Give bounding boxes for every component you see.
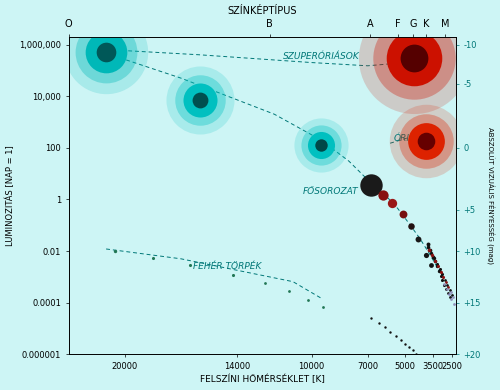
Point [410,55,418,61]
Point [380,324,388,330]
Point [422,138,430,144]
Point [317,142,325,148]
Point [102,49,110,55]
Point [375,320,383,326]
Point [427,261,435,268]
Point [433,263,441,269]
Point [443,282,451,288]
Point [426,247,434,253]
Text: ÓRIÁSOK: ÓRIÁSOK [394,135,435,144]
Point [428,252,436,259]
Point [317,142,325,148]
Point [422,138,430,144]
Point [412,351,420,357]
Point [196,97,203,103]
Point [426,247,434,253]
Point [424,241,432,248]
Point [422,138,430,144]
Point [429,254,437,260]
Point [440,282,448,288]
Point [427,365,435,371]
Point [405,344,413,350]
Point [424,244,432,250]
Point [436,268,444,275]
Point [436,273,444,279]
Point [442,278,450,285]
Point [427,250,435,256]
Point [149,255,157,261]
Point [436,266,444,272]
Text: FEHÉR TÖRPÉK: FEHÉR TÖRPÉK [194,262,262,271]
Point [422,138,430,144]
Text: FŐSOROZAT: FŐSOROZAT [302,187,358,196]
Point [261,280,269,286]
Point [368,315,376,321]
Point [304,296,312,303]
Point [441,277,449,283]
Point [450,301,458,307]
Point [440,274,448,280]
Point [229,272,237,278]
Point [448,296,456,302]
Point [448,292,456,298]
Point [445,291,453,297]
Point [420,358,428,364]
Point [414,236,422,243]
Point [434,268,442,274]
Point [319,304,327,310]
Point [431,258,439,264]
Point [410,55,418,61]
Point [196,97,203,103]
Point [438,277,446,283]
Point [317,142,325,148]
X-axis label: SZÍNKÉPTÍPUS: SZÍNKÉPTÍPUS [228,5,297,16]
Y-axis label: ABSZOLÚT VIZUÁLIS FÉNYESSÉG (mag): ABSZOLÚT VIZUÁLIS FÉNYESSÉG (mag) [486,127,494,264]
Point [430,255,438,261]
Point [406,223,414,229]
Point [431,258,439,264]
Point [434,263,442,269]
Point [416,355,424,361]
Point [440,280,448,287]
Point [398,337,406,343]
Point [102,49,110,55]
Y-axis label: LUMINOZITÁS [NAP = 1]: LUMINOZITÁS [NAP = 1] [6,145,15,246]
Point [442,286,450,292]
Point [422,252,430,258]
Point [368,182,376,188]
Point [102,49,110,55]
Point [196,97,203,103]
Point [196,97,203,103]
Point [401,340,409,347]
Point [443,285,451,292]
Point [386,328,394,335]
Point [446,287,454,293]
Point [102,49,110,55]
Point [444,290,452,296]
Point [112,248,120,254]
Point [378,192,386,198]
Point [446,294,454,300]
Point [186,261,194,268]
Point [285,288,293,294]
Point [399,211,407,217]
Point [392,333,400,339]
Point [317,142,325,148]
Point [449,294,457,300]
X-axis label: FELSZÍNI HŐMÉRSÉKLET [K]: FELSZÍNI HŐMÉRSÉKLET [K] [200,375,324,385]
Point [388,200,396,206]
Point [438,271,446,277]
Point [410,55,418,61]
Point [444,284,452,290]
Text: SZUPERÓRIÁSOK: SZUPERÓRIÁSOK [282,52,360,61]
Point [433,261,441,267]
Point [424,362,432,368]
Point [410,55,418,61]
Point [446,289,454,295]
Point [408,347,416,354]
